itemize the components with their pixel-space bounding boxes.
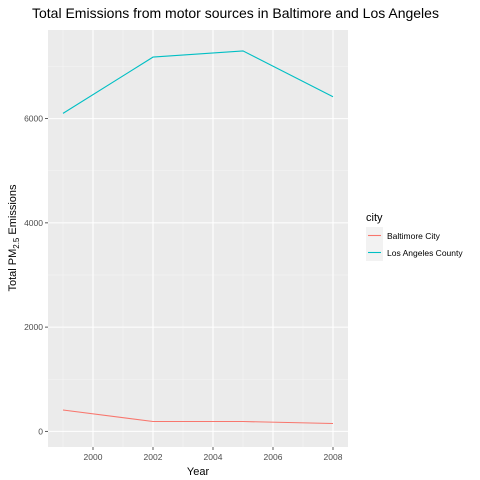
series-line-baltimore-city <box>62 409 334 425</box>
y-axis-title-suffix: Emissions <box>7 184 19 238</box>
x-tick-label: 2004 <box>204 452 223 462</box>
x-tick-label: 2006 <box>264 452 283 462</box>
legend-items: Baltimore City Los Angeles County <box>366 227 463 261</box>
x-axis: 2000 2002 2004 2006 2008 <box>84 447 343 462</box>
y-tick-label: 4000 <box>24 218 43 228</box>
series-lines <box>62 50 334 425</box>
y-axis: 0 2000 4000 6000 <box>24 114 48 436</box>
series-line-los-angeles-county <box>62 50 334 114</box>
major-gridlines <box>48 30 348 447</box>
y-axis-title-subscript: 2.5 <box>12 237 21 249</box>
legend-label: Baltimore City <box>387 231 441 241</box>
plot-panel <box>48 30 348 447</box>
y-axis-title: Total PM2.5 Emissions <box>7 184 21 292</box>
y-tick-label: 0 <box>38 426 43 436</box>
x-tick-label: 2000 <box>84 452 103 462</box>
x-tick-label: 2002 <box>144 452 163 462</box>
minor-gridlines <box>48 30 348 447</box>
legend-label: Los Angeles County <box>387 248 463 258</box>
x-tick-label: 2008 <box>324 452 343 462</box>
legend: city Baltimore City Los Angeles County <box>366 212 463 261</box>
y-tick-label: 2000 <box>24 322 43 332</box>
x-axis-title: Year <box>187 466 210 478</box>
legend-title: city <box>366 212 383 224</box>
y-axis-title-prefix: Total PM <box>7 249 19 292</box>
chart-title: Total Emissions from motor sources in Ba… <box>32 5 439 21</box>
y-tick-label: 6000 <box>24 114 43 124</box>
